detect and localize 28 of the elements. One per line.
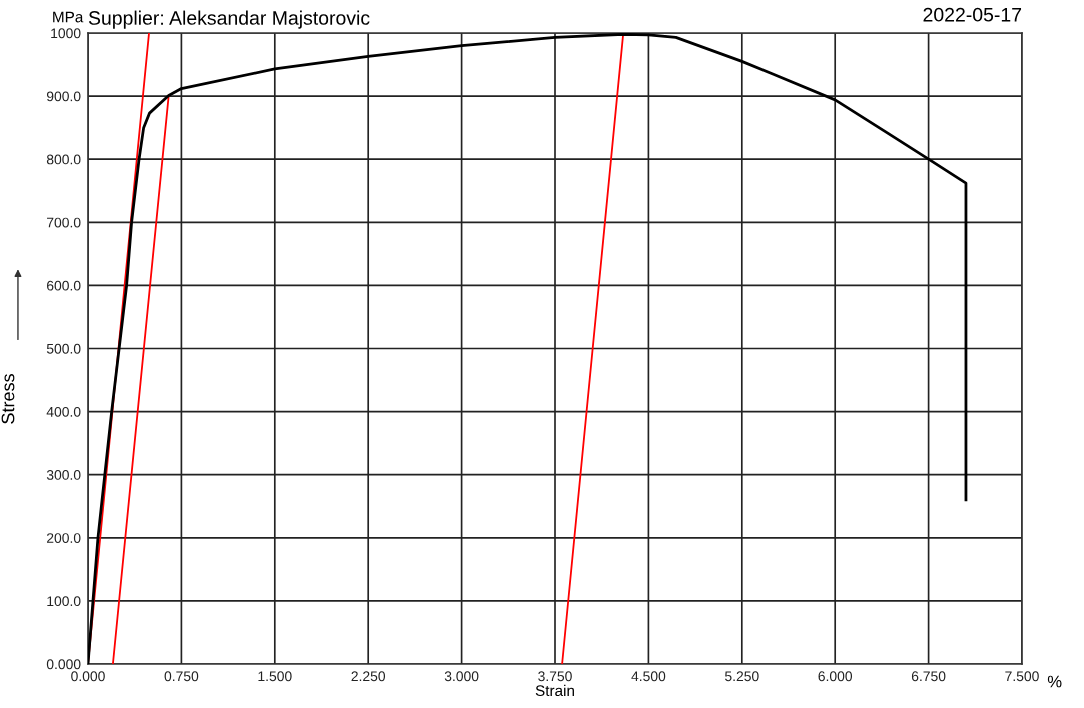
y-tick-label: 100.0 xyxy=(47,596,81,607)
x-tick-label: 3.000 xyxy=(444,671,479,682)
y-tick-label: 0.000 xyxy=(46,659,81,670)
x-tick-label: 7.500 xyxy=(1005,671,1039,682)
x-tick-label: 4.500 xyxy=(631,671,666,682)
y-tick-label: 800.0 xyxy=(46,154,81,165)
y-axis-title: Stress xyxy=(1,374,15,424)
x-tick-label: 6.000 xyxy=(818,671,853,682)
y-tick-label: 400.0 xyxy=(46,406,81,417)
y-tick-label: 1000 xyxy=(51,28,81,39)
y-tick-label: 300.0 xyxy=(46,470,81,480)
x-tick-label: 1.500 xyxy=(258,671,292,682)
x-tick-label: 0.000 xyxy=(71,671,105,682)
x-tick-label: 2.250 xyxy=(351,671,386,682)
y-tick-label: 200.0 xyxy=(47,533,81,543)
x-tick-label: 6.750 xyxy=(911,671,946,682)
x-tick-label: 3.750 xyxy=(538,671,572,682)
y-tick-label: 500.0 xyxy=(46,343,81,354)
y-tick-label: 700.0 xyxy=(47,217,81,228)
y-tick-label: 600.0 xyxy=(47,280,81,291)
x-tick-label: 0.750 xyxy=(164,671,199,682)
text: MPa xyxy=(53,11,84,23)
x-tick-label: 5.250 xyxy=(724,671,759,682)
y-tick-label: 900.0 xyxy=(46,91,81,102)
text: % xyxy=(1047,675,1062,688)
chart-title: Supplier: Aleksandar Majstorovic xyxy=(88,10,370,29)
text: 2022-05-17 xyxy=(923,7,1022,22)
x-axis-title: Strain xyxy=(535,684,574,697)
